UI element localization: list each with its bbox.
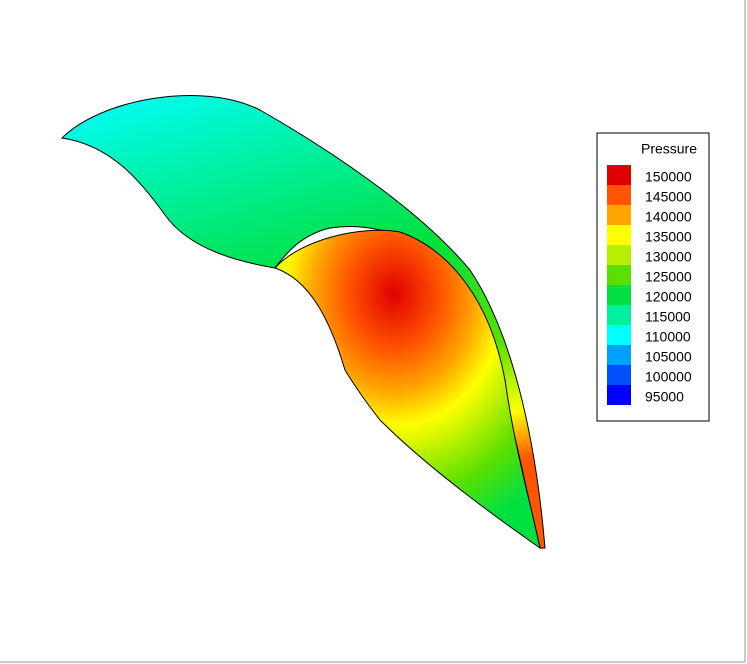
legend-swatch: [607, 385, 631, 405]
blade-pressure-side: [274, 229, 541, 550]
legend-label: 105000: [645, 349, 692, 365]
legend-label: 125000: [645, 269, 692, 285]
legend-swatch: [607, 365, 631, 385]
legend-swatch: [607, 225, 631, 245]
legend: Pressure 150000 145000 140000 135000 130000 1…: [596, 132, 710, 422]
legend-swatch: [607, 205, 631, 225]
legend-swatch: [607, 165, 631, 185]
legend-title: Pressure: [641, 141, 697, 157]
legend-label: 100000: [645, 369, 692, 385]
legend-label: 130000: [645, 249, 692, 265]
legend-label: 145000: [645, 189, 692, 205]
legend-label: 95000: [645, 389, 684, 405]
legend-label: 120000: [645, 289, 692, 305]
legend-swatch: [607, 305, 631, 325]
legend-swatch: [607, 325, 631, 345]
legend-label: 110000: [645, 329, 691, 345]
legend-label: 115000: [645, 309, 691, 325]
legend-swatch: [607, 265, 631, 285]
legend-swatch: [607, 245, 631, 265]
legend-label: 150000: [645, 169, 692, 185]
legend-label: 135000: [645, 229, 692, 245]
legend-swatch: [607, 345, 631, 365]
legend-swatch: [607, 185, 631, 205]
legend-label: 140000: [645, 209, 692, 225]
legend-swatch: [607, 285, 631, 305]
